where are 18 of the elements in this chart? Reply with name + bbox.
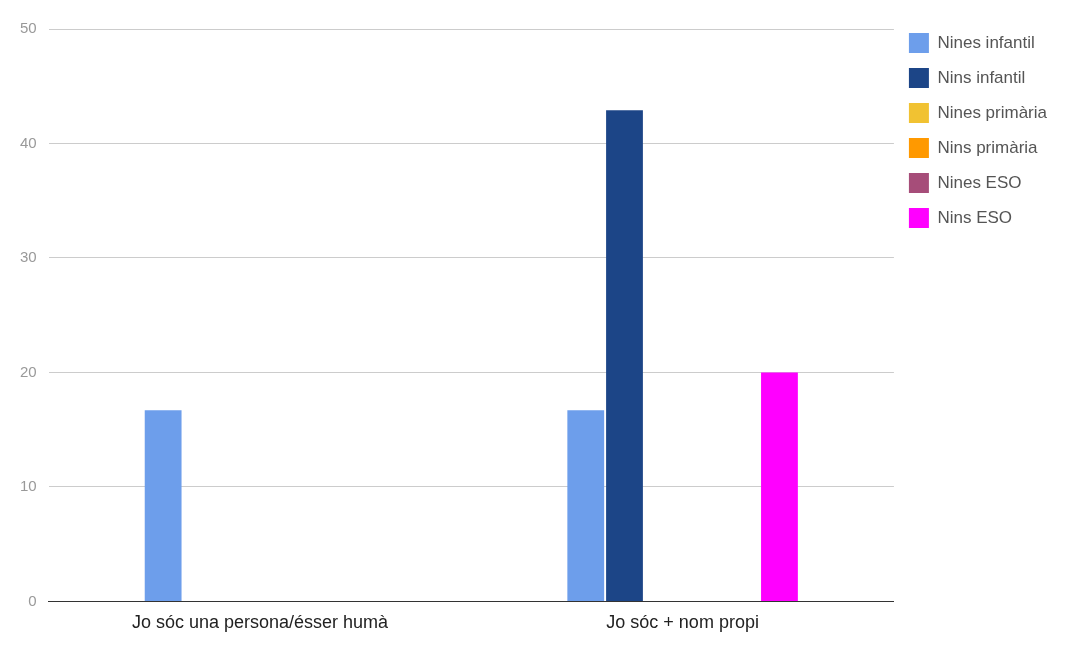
legend-label: Nins ESO: [937, 207, 1013, 227]
legend-label: Nines infantil: [937, 32, 1035, 52]
x-tick-label: Jo sóc + nom propi: [606, 612, 759, 633]
legend-label: Nins primària: [937, 137, 1039, 157]
legend-label: Nines ESO: [937, 172, 1022, 192]
y-tick-label: 0: [28, 591, 37, 609]
bar: [567, 410, 605, 601]
bar: [761, 372, 798, 601]
x-tick-label: Jo sóc una persona/ésser humà: [131, 612, 390, 633]
bar: [606, 110, 643, 601]
legend-label: Nines primària: [937, 102, 1048, 122]
y-tick-label: 20: [20, 362, 37, 380]
bar: [144, 410, 182, 601]
y-tick-label: 30: [20, 248, 37, 266]
legend-label: Nins infantil: [937, 67, 1026, 87]
y-tick-label: 50: [20, 19, 37, 37]
y-tick-label: 10: [20, 477, 37, 495]
y-tick-label: 40: [20, 133, 37, 151]
